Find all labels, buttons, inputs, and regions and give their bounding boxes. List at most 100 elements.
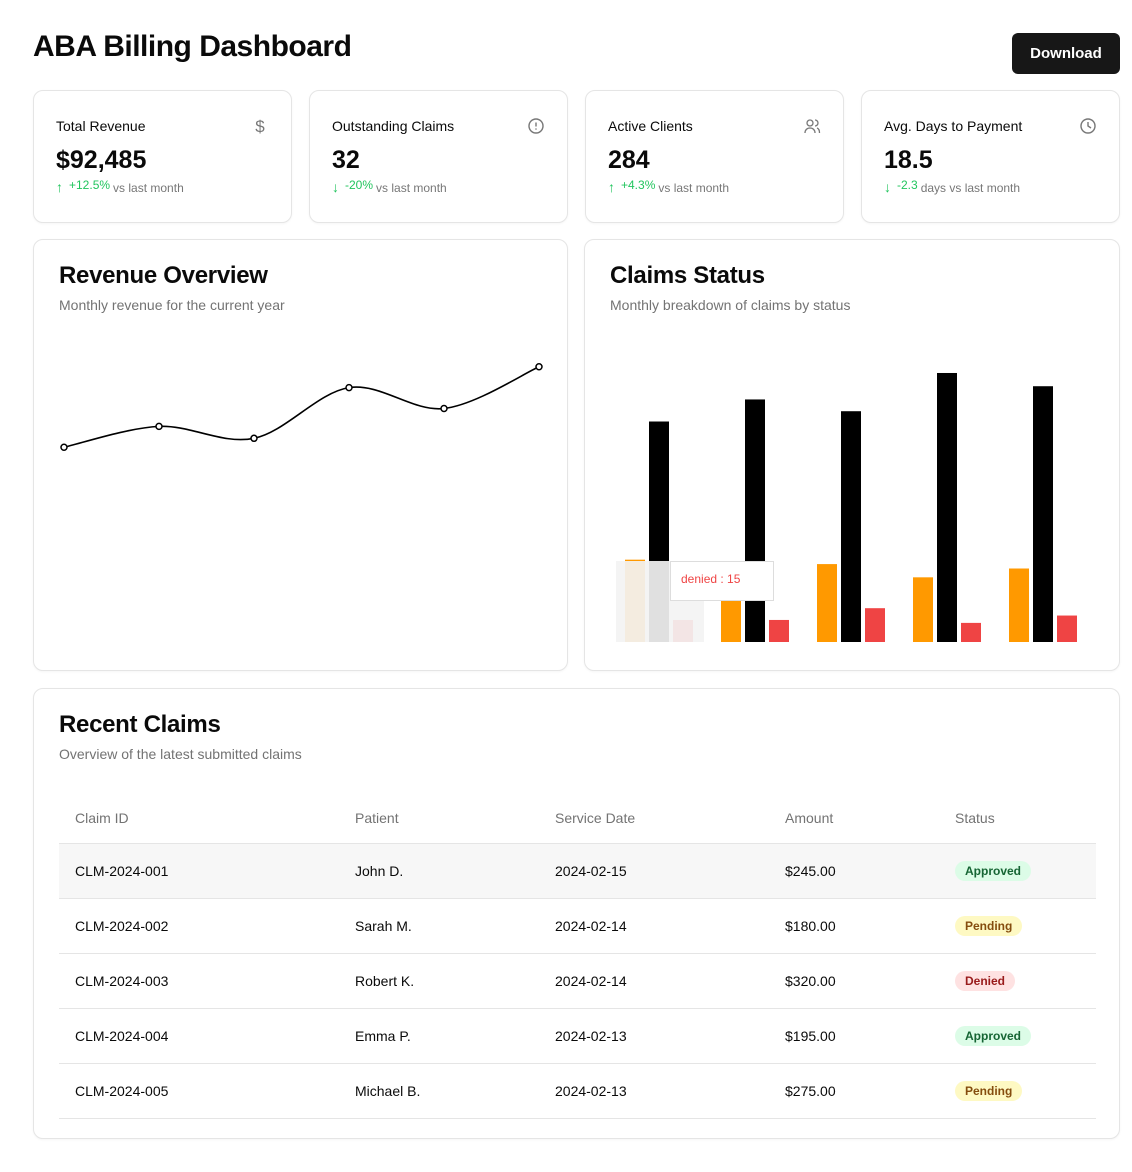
recent-claims-subtitle: Overview of the latest submitted claims [59, 746, 302, 762]
arrow-up-icon: ↑ [608, 179, 615, 195]
table-cell: 2024-02-15 [539, 843, 769, 899]
stat-value: 284 [608, 146, 650, 174]
bar-denied[interactable] [1057, 615, 1077, 642]
stat-card: Outstanding Claims 32 ↓ -20% vs last month [309, 90, 568, 223]
revenue-subtitle: Monthly revenue for the current year [59, 297, 285, 313]
table-cell: CLM-2024-004 [59, 1008, 339, 1064]
stat-change: ↑ +12.5% vs last month [56, 178, 184, 195]
arrow-down-icon: ↓ [332, 179, 339, 195]
table-cell: CLM-2024-003 [59, 953, 339, 1009]
status-cell: Pending [939, 898, 1096, 954]
users-icon [804, 119, 821, 134]
column-header: Amount [769, 794, 939, 844]
stat-card: Avg. Days to Payment 18.5 ↓ -2.3 days vs l… [861, 90, 1120, 223]
table-cell: 2024-02-14 [539, 898, 769, 954]
revenue-point[interactable] [60, 443, 68, 451]
status-cell: Approved [939, 1008, 1096, 1064]
revenue-point[interactable] [250, 434, 258, 443]
claims-chart-title: Claims Status [610, 262, 765, 289]
arrow-down-icon: ↓ [884, 179, 891, 195]
table-cell: Robert K. [339, 953, 539, 1009]
claims-status-card: Claims Status Monthly breakdown of claim… [584, 239, 1120, 671]
stat-value: 18.5 [884, 146, 933, 174]
download-button[interactable]: Download [1012, 33, 1120, 74]
bar-denied[interactable] [865, 608, 885, 642]
stat-change-suffix: vs last month [658, 181, 730, 195]
table-cell: CLM-2024-002 [59, 898, 339, 954]
table-cell: John D. [339, 843, 539, 899]
bar-approved[interactable] [745, 399, 765, 642]
bar-denied[interactable] [961, 622, 981, 642]
table-cell: Emma P. [339, 1008, 539, 1064]
svg-text:$: $ [255, 117, 265, 135]
table-cell: CLM-2024-005 [59, 1063, 339, 1119]
dollar-icon: $ [255, 117, 265, 135]
table-row[interactable]: CLM-2024-001 John D. 2024-02-15 $245.00 Appr… [59, 843, 1096, 899]
revenue-line [63, 366, 540, 449]
stat-change: ↑ +4.3% vs last month [608, 178, 730, 195]
stat-label: Outstanding Claims [332, 118, 455, 134]
status-badge: Approved [955, 1025, 1032, 1046]
revenue-point[interactable] [155, 422, 163, 431]
revenue-point[interactable] [440, 404, 448, 413]
bar-approved[interactable] [1033, 386, 1053, 642]
table-row[interactable]: CLM-2024-005 Michael B. 2024-02-13 $275.00 P… [59, 1063, 1096, 1119]
status-badge: Pending [955, 1080, 1023, 1101]
stat-label: Active Clients [608, 118, 693, 134]
revenue-point[interactable] [535, 363, 543, 371]
bar-pending[interactable] [1009, 568, 1029, 643]
bar-pending[interactable] [817, 564, 837, 642]
table-cell: 2024-02-13 [539, 1063, 769, 1119]
bar-approved[interactable] [937, 372, 957, 642]
status-cell: Approved [939, 843, 1096, 899]
claims-chart-subtitle: Monthly breakdown of claims by status [610, 297, 851, 313]
stat-label: Avg. Days to Payment [884, 118, 1023, 134]
column-header: Patient [339, 794, 539, 844]
table-cell: $180.00 [769, 898, 939, 954]
stat-label: Total Revenue [56, 118, 146, 134]
status-cell: Denied [939, 953, 1096, 1009]
stat-change-value: +4.3% [621, 178, 656, 192]
table-cell: Michael B. [339, 1063, 539, 1119]
stat-change-value: -2.3 [897, 178, 918, 192]
stat-change: ↓ -2.3 days vs last month [884, 178, 1021, 195]
status-cell: Pending [939, 1063, 1096, 1119]
table-row[interactable]: CLM-2024-002 Sarah M. 2024-02-14 $180.00 Pen… [59, 898, 1096, 954]
recent-claims-card: Recent Claims Overview of the latest sub… [33, 688, 1120, 1139]
revenue-line-chart [60, 363, 543, 451]
stat-value: $92,485 [56, 146, 147, 174]
chart-tooltip: denied : 15 [670, 561, 774, 601]
stat-change-suffix: days vs last month [920, 181, 1021, 195]
revenue-overview-card: Revenue Overview Monthly revenue for the… [33, 239, 568, 671]
column-header: Claim ID [59, 794, 339, 844]
bar-pending[interactable] [913, 577, 933, 642]
stat-card: Active Clients 284 ↑ +4.3% vs last month [585, 90, 844, 223]
stat-change-value: +12.5% [69, 178, 111, 192]
table-cell: $275.00 [769, 1063, 939, 1119]
bar-approved[interactable] [841, 411, 861, 642]
revenue-title: Revenue Overview [59, 262, 268, 289]
table-row[interactable]: CLM-2024-004 Emma P. 2024-02-13 $195.00 Appr… [59, 1008, 1096, 1064]
stat-change-value: -20% [345, 178, 374, 192]
recent-claims-title: Recent Claims [59, 711, 221, 738]
stat-change-suffix: vs last month [113, 181, 184, 195]
status-badge: Pending [955, 915, 1023, 936]
table-cell: $245.00 [769, 843, 939, 899]
stat-change-suffix: vs last month [376, 181, 447, 195]
table-cell: $195.00 [769, 1008, 939, 1064]
table-cell: 2024-02-14 [539, 953, 769, 1009]
revenue-point[interactable] [345, 383, 353, 392]
stat-value: 32 [332, 146, 360, 174]
bar-denied[interactable] [769, 619, 789, 642]
arrow-up-icon: ↑ [56, 179, 63, 195]
clock-icon [1080, 118, 1096, 134]
column-header: Service Date [539, 794, 769, 844]
stat-card: Total Revenue $ $92,485 ↑ +12.5% vs last m… [33, 90, 292, 223]
table-row[interactable]: CLM-2024-003 Robert K. 2024-02-14 $320.00 De… [59, 953, 1096, 1009]
alert-circle-icon [528, 118, 544, 134]
status-badge: Approved [955, 860, 1032, 881]
table-cell: $320.00 [769, 953, 939, 1009]
page-title: ABA Billing Dashboard [33, 30, 352, 63]
table-cell: Sarah M. [339, 898, 539, 954]
column-header: Status [939, 794, 1096, 844]
